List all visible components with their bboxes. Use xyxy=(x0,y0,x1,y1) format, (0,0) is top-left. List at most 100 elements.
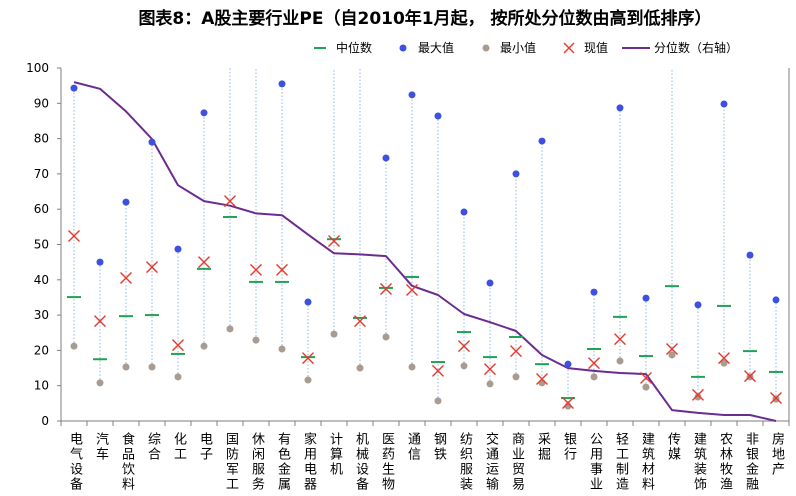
x-tick-label: 商业贸易 xyxy=(509,432,524,492)
legend-current-marker-stroke xyxy=(563,42,575,54)
current-value-marker-stroke xyxy=(146,261,158,274)
min-marker xyxy=(330,330,338,338)
x-tick-label: 化工 xyxy=(171,432,186,462)
min-marker xyxy=(96,379,104,387)
legend-min-label: 最小值 xyxy=(500,40,536,55)
x-tick-label: 通信 xyxy=(405,432,420,462)
max-marker xyxy=(122,198,130,206)
current-value-marker xyxy=(640,371,652,384)
min-marker xyxy=(590,373,598,381)
max-marker xyxy=(486,279,494,287)
y-tick-label: 0 xyxy=(41,414,49,428)
x-tick-label: 电气设备 xyxy=(67,432,82,492)
x-tick-label: 休闲服务 xyxy=(249,432,264,492)
min-marker xyxy=(148,363,156,371)
legend-max-marker xyxy=(399,44,407,52)
current-value-marker-stroke xyxy=(666,342,678,355)
min-marker xyxy=(356,364,364,372)
max-marker xyxy=(304,298,312,306)
current-value-marker xyxy=(354,315,366,328)
y-tick-label: 20 xyxy=(34,343,49,357)
current-value-marker xyxy=(94,315,106,328)
max-marker xyxy=(590,288,598,296)
legend-item-median: 中位数 xyxy=(314,40,372,55)
min-marker xyxy=(434,397,442,405)
current-value-marker-stroke xyxy=(276,263,288,276)
current-value-marker xyxy=(692,388,704,401)
x-tick-label: 家用电器 xyxy=(301,432,316,492)
min-marker xyxy=(616,357,624,365)
min-marker xyxy=(668,351,676,359)
legend-median-label: 中位数 xyxy=(336,40,372,55)
y-ticks: 0 10 20 30 40 50 60 70 80 90 100 xyxy=(26,61,61,428)
min-marker xyxy=(174,373,182,381)
current-value-marker-stroke xyxy=(640,371,652,384)
legend-min-marker xyxy=(482,44,490,52)
x-ticks xyxy=(60,421,790,426)
min-marker xyxy=(772,395,780,403)
max-marker xyxy=(96,258,104,266)
y-tick-label: 50 xyxy=(34,238,49,252)
max-marker xyxy=(434,112,442,120)
current-value-marker xyxy=(666,342,678,355)
x-tick-label: 计算机 xyxy=(327,432,342,477)
current-value-marker-stroke xyxy=(770,392,782,405)
min-marker xyxy=(408,363,416,371)
max-marker xyxy=(538,137,546,145)
current-value-marker-stroke xyxy=(588,357,600,370)
y-tick-label: 100 xyxy=(26,61,49,75)
current-value-marker xyxy=(172,339,184,352)
x-tick-label: 银行 xyxy=(561,432,576,462)
legend-current-marker xyxy=(563,42,575,54)
max-marker xyxy=(564,360,572,368)
min-marker xyxy=(642,383,650,391)
current-value-marker xyxy=(562,397,574,409)
x-tick-label: 传媒 xyxy=(665,432,680,462)
legend-item-current: 现值 xyxy=(563,40,608,55)
x-tick-label: 建筑装饰 xyxy=(691,432,706,492)
legend-max-label: 最大值 xyxy=(418,40,454,55)
x-tick-label: 交通运输 xyxy=(483,432,498,492)
min-marker xyxy=(694,393,702,401)
current-value-marker-stroke xyxy=(484,363,496,376)
current-value-marker xyxy=(380,282,392,295)
current-value-marker xyxy=(224,195,236,208)
max-marker xyxy=(616,104,624,112)
current-value-marker-stroke xyxy=(172,339,184,352)
x-tick-label: 采掘 xyxy=(535,432,550,462)
current-value-marker xyxy=(146,261,158,274)
current-value-marker xyxy=(770,392,782,405)
x-tick-label: 机械设备 xyxy=(353,432,368,492)
x-tick-label: 综合 xyxy=(145,432,160,462)
current-value-marker-stroke xyxy=(302,352,314,365)
current-value-marker-stroke xyxy=(536,372,548,385)
min-marker xyxy=(278,345,286,353)
current-value-marker-stroke xyxy=(406,284,418,297)
x-tick-label: 有色金属 xyxy=(275,432,290,492)
y-tick-label: 60 xyxy=(34,202,49,216)
current-value-marker-stroke xyxy=(224,195,236,208)
legend: 中位数 最大值 最小值 现值 分位数（右轴） xyxy=(314,40,738,55)
current-value-marker xyxy=(328,234,340,247)
y-tick-label: 90 xyxy=(34,96,49,110)
x-tick-label: 建筑材料 xyxy=(639,432,654,492)
min-marker xyxy=(200,342,208,350)
legend-item-max: 最大值 xyxy=(399,40,454,55)
current-value-marker-stroke xyxy=(432,364,444,377)
min-marker xyxy=(70,342,78,350)
max-marker xyxy=(512,170,520,178)
current-value-marker xyxy=(276,263,288,276)
current-value-marker xyxy=(406,284,418,297)
x-tick-label: 房地产 xyxy=(769,432,784,477)
legend-item-percentile: 分位数（右轴） xyxy=(622,40,738,55)
current-value-marker-stroke xyxy=(562,397,574,409)
current-value-marker xyxy=(68,230,80,243)
min-marker xyxy=(486,380,494,388)
max-marker xyxy=(278,80,286,88)
max-marker xyxy=(174,245,182,253)
current-value-marker-stroke xyxy=(614,333,626,346)
x-tick-label: 纺织服装 xyxy=(457,432,472,492)
current-value-marker xyxy=(536,372,548,385)
